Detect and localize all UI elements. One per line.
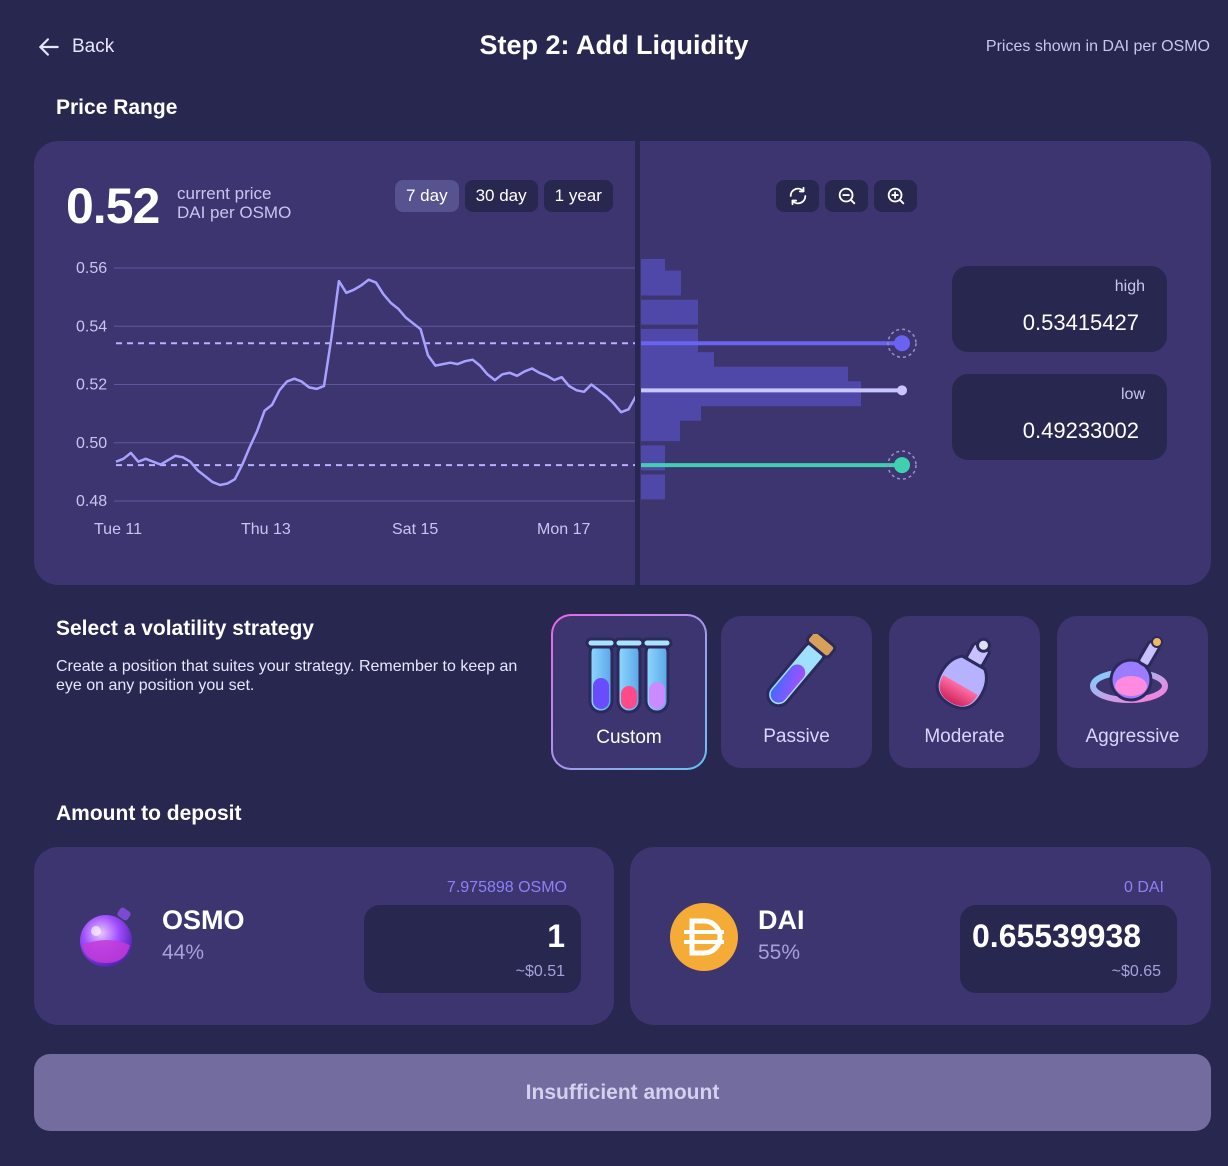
dai-balance[interactable]: 0 DAI [1123,879,1164,896]
x-tick-label: Mon 17 [537,521,590,538]
strategy-passive-button[interactable]: Passive [721,616,872,768]
y-tick-label: 0.54 [76,318,107,335]
strategy-description: Create a position that suites your strat… [56,658,518,694]
page-title: Step 2: Add Liquidity [479,30,749,60]
arrow-left-icon [39,38,59,56]
deposit-title: Amount to deposit [56,802,242,825]
osmo-amount-usd: ~$0.51 [515,963,565,980]
price-chart: 0.56 0.54 0.52 0.50 0.48 Tue 11 Thu 13 Sat 15 Mo… [76,258,917,538]
y-tick-label: 0.50 [76,435,107,452]
liquidity-bar [641,474,665,500]
osmo-amount-input[interactable]: 1 ~$0.51 [364,905,581,993]
back-button[interactable]: Back [36,34,114,60]
low-price-value: 0.49233002 [1022,418,1139,443]
low-price-box[interactable]: low 0.49233002 [952,374,1167,460]
y-tick-label: 0.56 [76,260,107,277]
strategy-passive-label: Passive [763,726,830,747]
dai-deposit-card: DAI 55% 0 DAI 0.65539938 ~$0.65 [630,847,1211,1025]
refresh-button[interactable] [776,180,819,212]
zoom-in-icon [887,187,904,205]
zoom-out-icon [838,187,855,205]
strategy-custom-label: Custom [596,727,662,748]
swirl-potion-icon [1090,636,1168,703]
strategy-moderate-label: Moderate [924,726,1005,747]
x-tick-label: Thu 13 [241,521,291,538]
current-price-label: current price DAI per OSMO [177,184,292,222]
low-handle-ring [887,450,917,480]
strategy-aggressive-label: Aggressive [1085,726,1180,747]
x-tick-label: Tue 11 [94,521,142,538]
timeframe-1-year-button[interactable]: 1 year [543,180,613,212]
high-handle-ring [887,328,917,359]
dai-token-percent: 55% [758,941,801,964]
liquidity-bar [641,416,680,442]
strategy-aggressive-button[interactable]: Aggressive [1057,616,1208,768]
back-label: Back [72,36,115,57]
refresh-icon [789,186,806,206]
zoom-in-button[interactable] [874,180,917,212]
liquidity-bar [641,270,681,296]
osmo-amount-value: 1 [547,918,565,954]
timeframe-30-day-button[interactable]: 30 day [464,180,538,212]
osmo-token-percent: 44% [162,941,205,964]
chart-divider [635,141,640,585]
test-tubes-icon [585,637,673,714]
osmo-token-icon [80,907,132,967]
dai-token-name: DAI [758,905,805,935]
strategy-custom-button[interactable]: Custom [551,614,707,770]
liquidity-bar [641,299,698,325]
y-tick-label: 0.52 [76,377,107,394]
price-unit-note: Prices shown in DAI per OSMO [985,38,1210,55]
dai-amount-value: 0.65539938 [972,918,1142,954]
insufficient-amount-button[interactable]: Insufficient amount [34,1054,1211,1131]
timeframe-7-day-button[interactable]: 7 day [395,180,459,212]
timeframe-selector: 7 day 30 day 1 year [395,180,613,212]
dai-token-icon [670,903,738,971]
dai-amount-usd: ~$0.65 [1111,963,1161,980]
current-price-marker [897,385,907,396]
current-price-value: 0.52 [66,178,160,234]
chart-controls [776,180,917,212]
osmo-token-name: OSMO [162,905,245,935]
vial-icon [766,634,837,708]
potion-bottle-icon [935,637,991,710]
high-handle [894,335,910,352]
strategy-title: Select a volatility strategy [56,617,314,640]
strategy-moderate-button[interactable]: Moderate [889,616,1040,768]
y-tick-label: 0.48 [76,493,107,510]
osmo-deposit-card: OSMO 44% 7.975898 OSMO 1 ~$0.51 [34,847,614,1025]
osmo-balance[interactable]: 7.975898 OSMO [446,879,567,896]
price-line [115,278,638,487]
high-price-box[interactable]: high 0.53415427 [952,266,1167,352]
price-range-card: 0.56 0.54 0.52 0.50 0.48 Tue 11 Thu 13 Sat 15 Mo… [34,141,1211,585]
high-price-value: 0.53415427 [1022,310,1139,335]
low-handle [894,457,910,474]
zoom-out-button[interactable] [825,180,868,212]
price-range-title: Price Range [56,96,178,119]
high-price-label: high [1114,278,1145,295]
low-price-label: low [1120,386,1145,403]
x-tick-label: Sat 15 [392,521,438,538]
dai-amount-input[interactable]: 0.65539938 ~$0.65 [960,905,1177,993]
